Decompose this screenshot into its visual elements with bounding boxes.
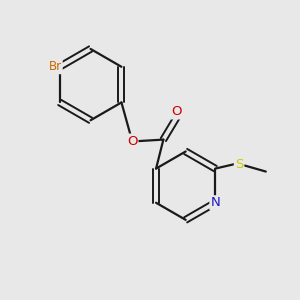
Text: Br: Br (49, 60, 62, 73)
Text: O: O (172, 106, 182, 118)
Text: S: S (235, 158, 243, 171)
Text: N: N (210, 196, 220, 209)
Text: O: O (127, 135, 137, 148)
